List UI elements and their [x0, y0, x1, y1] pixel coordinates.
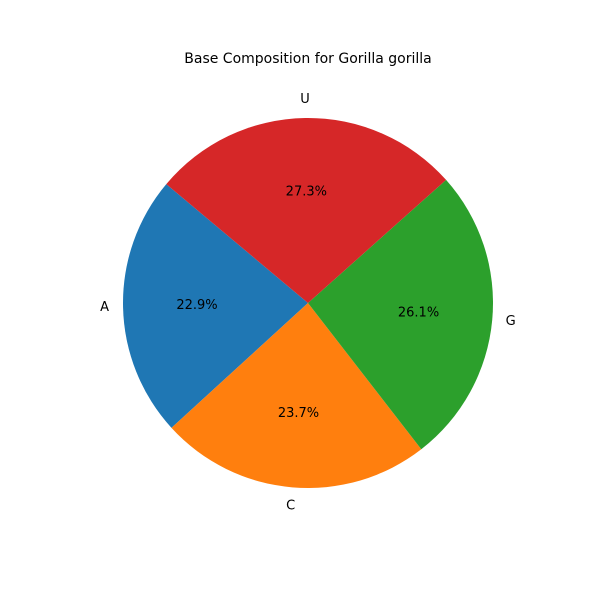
pie-labels: A 22.9% C 23.7% G 26.1% U 27.3%: [100, 92, 516, 513]
pie-slice-u: [166, 117, 447, 303]
slice-value-u: 27.3%: [286, 185, 327, 200]
slice-label-u: U: [300, 92, 310, 107]
slice-label-g: G: [506, 314, 516, 329]
slice-label-c: C: [286, 498, 295, 513]
slice-label-a: A: [100, 300, 109, 315]
slice-value-a: 22.9%: [176, 298, 217, 313]
slice-value-c: 23.7%: [278, 406, 319, 421]
pie-slice-c: [171, 303, 422, 489]
chart-title: Base Composition for Gorilla gorilla: [184, 51, 431, 67]
pie-slices: [122, 117, 493, 489]
pie-slice-g: [308, 179, 493, 450]
slice-value-g: 26.1%: [398, 306, 439, 321]
pie-slice-a: [122, 184, 308, 428]
